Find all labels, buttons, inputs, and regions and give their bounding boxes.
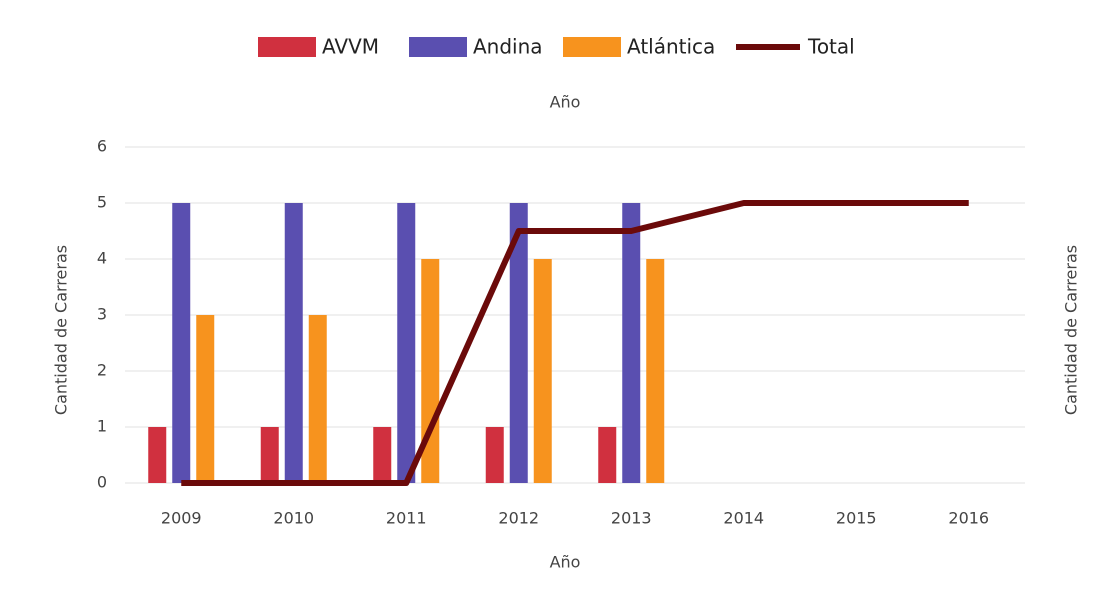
legend-label: Atlántica: [627, 35, 715, 59]
x-tick-label: 2014: [723, 509, 764, 528]
y2-axis-label: Cantidad de Carreras: [1062, 245, 1081, 415]
y-tick-label: 1: [97, 417, 107, 436]
bar: [533, 259, 552, 483]
x-tick-label: 2010: [273, 509, 314, 528]
line: [181, 200, 969, 486]
legend-label: Total: [807, 35, 855, 59]
legend-label: Andina: [473, 35, 543, 59]
y-tick-label: 6: [97, 137, 107, 156]
bar: [172, 203, 191, 483]
bar: [148, 427, 167, 483]
bar: [196, 315, 215, 483]
x-axis-label: Año: [550, 553, 581, 572]
x-tick-label: 2015: [836, 509, 877, 528]
bar: [622, 203, 641, 483]
bar: [485, 427, 504, 483]
bar: [397, 203, 416, 483]
y-tick-label: 2: [97, 361, 107, 380]
bar: [373, 427, 392, 483]
legend-label: AVVM: [322, 35, 379, 59]
x-tick-label: 2009: [161, 509, 202, 528]
chart-title: Año: [550, 93, 581, 112]
x-tick-label: 2012: [498, 509, 539, 528]
y-tick-label: 3: [97, 305, 107, 324]
y-tick-label: 0: [97, 473, 107, 492]
bar: [646, 259, 665, 483]
bar: [260, 427, 279, 483]
bar: [509, 203, 528, 483]
bar: [598, 427, 617, 483]
x-tick-label: 2011: [386, 509, 427, 528]
bar: [308, 315, 327, 483]
x-tick-label: 2013: [611, 509, 652, 528]
legend-swatch: [409, 37, 467, 57]
x-tick-label: 2016: [948, 509, 989, 528]
y-tick-label: 4: [97, 249, 107, 268]
legend-swatch: [563, 37, 621, 57]
bar: [284, 203, 303, 483]
y-tick-label: 5: [97, 193, 107, 212]
y-axis-label: Cantidad de Carreras: [52, 245, 71, 415]
legend-swatch: [258, 37, 316, 57]
legend-swatch: [736, 44, 800, 50]
bar: [421, 259, 440, 483]
